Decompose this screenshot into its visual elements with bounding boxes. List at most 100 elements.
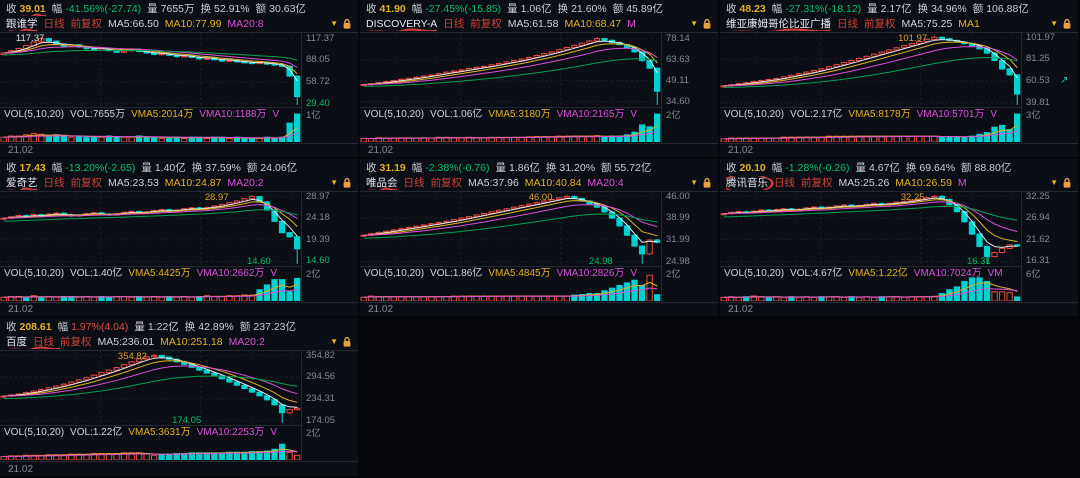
close-value-wrap: 41.90 [380, 2, 406, 16]
adjust-mode-label[interactable]: 前复权 [470, 18, 502, 30]
axis-volume-label: 3亿 [1026, 110, 1041, 121]
plot-area[interactable]: VOL(5,10,20) VOL:1.40亿 VMA5:4425万 VMA10:… [0, 192, 302, 302]
axis-price-label: 174.05 [306, 414, 336, 426]
axis-price-label: 38.99 [666, 212, 690, 224]
period-label[interactable]: 日线 [403, 177, 425, 189]
plot-area[interactable]: VOL(5,10,20) VOL:4.67亿 VMA5:1.22亿 VMA10:… [720, 192, 1022, 302]
close-value-wrap: 20.10 [740, 161, 766, 175]
lock-icon[interactable] [702, 18, 712, 30]
chevron-down-icon[interactable]: ▼ [330, 178, 338, 187]
lock-icon[interactable] [342, 18, 352, 30]
volume-chart[interactable] [0, 426, 301, 460]
stock-name[interactable]: 跟谁学 [6, 18, 38, 30]
plot-area[interactable]: VOL(5,10,20) VOL:1.86亿 VMA5:4845万 VMA10:… [360, 192, 662, 302]
adjust-mode-label[interactable]: 前复权 [70, 18, 103, 30]
stock-name[interactable]: 维亚康姆哥伦比亚广播 [726, 18, 831, 30]
period-label[interactable]: 日线 [43, 18, 65, 30]
change-value: -13.20%(-2.65) [65, 162, 136, 174]
stock-panel[interactable]: 收 48.23 幅 -27.31%(-18.12) 量 2.17亿 换 34.9… [720, 0, 1080, 159]
expand-icon[interactable]: ↗ [1060, 75, 1069, 87]
stock-panel[interactable]: 收 17.43 幅 -13.20%(-2.65) 量 1.40亿 换 37.59… [0, 159, 360, 318]
change-value: -27.45%(-15.85) [425, 3, 502, 15]
chevron-down-icon[interactable]: ▼ [690, 178, 698, 187]
ma10-value: MA1 [958, 18, 980, 30]
volume-value: 1.86亿 [508, 162, 540, 174]
stock-panel[interactable]: 收 31.19 幅 -2.38%(-0.76) 量 1.86亿 换 31.20%… [360, 159, 720, 318]
stock-panel[interactable]: 收 208.61 幅 1.97%(4.04) 量 1.22亿 换 42.89% … [0, 318, 360, 478]
axis-price-label: 28.97 [306, 191, 330, 202]
axis-price-label: 39.81 [1026, 96, 1050, 108]
chevron-down-icon[interactable]: ▼ [1050, 178, 1058, 187]
turnover-value: 34.96% [931, 3, 967, 15]
volume-chart[interactable] [0, 108, 301, 142]
stats-row: 收 208.61 幅 1.97%(4.04) 量 1.22亿 换 42.89% … [0, 318, 358, 334]
stock-name[interactable]: 腾讯音乐 [726, 177, 768, 189]
chevron-down-icon[interactable]: ▼ [1050, 19, 1058, 28]
adjust-mode-label[interactable]: 前复权 [430, 177, 463, 189]
period-label[interactable]: 日线 [837, 18, 858, 30]
period-label[interactable]: 日线 [43, 177, 65, 189]
close-value: 48.23 [739, 3, 766, 15]
adjust-mode-label[interactable]: 前复权 [864, 18, 896, 30]
volume-chart[interactable] [720, 267, 1021, 301]
stock-name[interactable]: 唯品会 [366, 177, 398, 189]
chevron-down-icon[interactable]: ▼ [690, 19, 698, 28]
volume-pane: VOL(5,10,20) VOL:1.86亿 VMA5:4845万 VMA10:… [360, 266, 661, 302]
date-row: 21.02 [0, 303, 358, 316]
price-chart[interactable] [720, 192, 1021, 266]
price-chart[interactable] [720, 33, 1021, 107]
adjust-mode-label[interactable]: 前复权 [801, 177, 833, 189]
chart-frame: VOL(5,10,20) VOL:1.86亿 VMA5:4845万 VMA10:… [360, 191, 718, 303]
date-row: 21.02 [720, 144, 1078, 157]
axis-volume-label: 2亿 [306, 269, 321, 280]
chevron-down-icon[interactable]: ▼ [330, 19, 338, 28]
ma5-value: MA5:23.53 [108, 177, 159, 189]
plot-area[interactable]: VOL(5,10,20) VOL:1.06亿 VMA5:3180万 VMA10:… [360, 33, 662, 143]
lock-icon[interactable] [1062, 18, 1072, 30]
date-row: 21.02 [360, 144, 718, 157]
ma20-value: MA20:2 [228, 336, 265, 348]
stock-panel[interactable]: 收 41.90 幅 -27.45%(-15.85) 量 1.06亿 换 21.6… [360, 0, 720, 159]
adjust-mode-label[interactable]: 前复权 [60, 336, 92, 348]
stock-name-wrap: DISCOVERY-A [366, 17, 437, 31]
chart-frame: VOL(5,10,20) VOL:7655万 VMA5:2014万 VMA10:… [0, 32, 358, 144]
plot-area[interactable]: VOL(5,10,20) VOL:1.22亿 VMA5:3631万 VMA10:… [0, 351, 302, 461]
lock-icon[interactable] [702, 177, 712, 189]
turnover-value: 37.59% [205, 162, 241, 174]
plot-area[interactable]: VOL(5,10,20) VOL:2.17亿 VMA5:8178万 VMA10:… [720, 33, 1022, 143]
volume-chart[interactable] [360, 108, 661, 142]
volume-chart[interactable] [720, 108, 1021, 142]
stats-row: 收 31.19 幅 -2.38%(-0.76) 量 1.86亿 换 31.20%… [360, 159, 718, 175]
lock-icon[interactable] [342, 336, 352, 348]
period-label[interactable]: 日线 [33, 336, 54, 348]
lock-icon[interactable] [1062, 177, 1072, 189]
price-chart[interactable] [360, 192, 661, 266]
price-chart[interactable] [0, 192, 301, 266]
price-axis: 78.14 63.63 49.11 34.60 2亿 [662, 33, 718, 143]
stock-name[interactable]: 爱奇艺 [6, 177, 38, 189]
title-row: 腾讯音乐 日线 前复权 MA5:25.26 MA10:26.59 M ▼ [720, 175, 1078, 191]
stock-panel[interactable]: 收 39.01 幅 -41.56%(-27.74) 量 7655万 换 52.9… [0, 0, 360, 159]
volume-chart[interactable] [360, 267, 661, 301]
price-chart[interactable] [0, 351, 301, 425]
stock-name-wrap: 维亚康姆哥伦比亚广播 [726, 17, 831, 31]
stock-name[interactable]: DISCOVERY-A [366, 18, 438, 30]
axis-price-label: 49.11 [666, 74, 690, 86]
plot-area[interactable]: VOL(5,10,20) VOL:7655万 VMA5:2014万 VMA10:… [0, 33, 302, 143]
price-chart[interactable] [360, 33, 661, 107]
axis-price-label: 31.99 [666, 233, 690, 245]
chart-frame: VOL(5,10,20) VOL:1.40亿 VMA5:4425万 VMA10:… [0, 191, 358, 303]
axis-price-label: 34.60 [666, 95, 690, 107]
axis-volume-label: 2亿 [666, 110, 681, 121]
adjust-mode-label[interactable]: 前复权 [70, 177, 103, 189]
stock-panel[interactable]: 收 20.10 幅 -1.28%(-0.26) 量 4.67亿 换 69.64%… [720, 159, 1080, 318]
axis-price-label: 24.98 [666, 255, 690, 267]
chevron-down-icon[interactable]: ▼ [330, 337, 338, 346]
price-chart[interactable] [0, 33, 301, 107]
period-label[interactable]: 日线 [443, 18, 465, 30]
lock-icon[interactable] [342, 177, 352, 189]
volume-chart[interactable] [0, 267, 301, 301]
axis-price-label: 234.31 [306, 392, 336, 404]
stock-name[interactable]: 百度 [6, 336, 27, 348]
period-label[interactable]: 日线 [774, 177, 795, 189]
